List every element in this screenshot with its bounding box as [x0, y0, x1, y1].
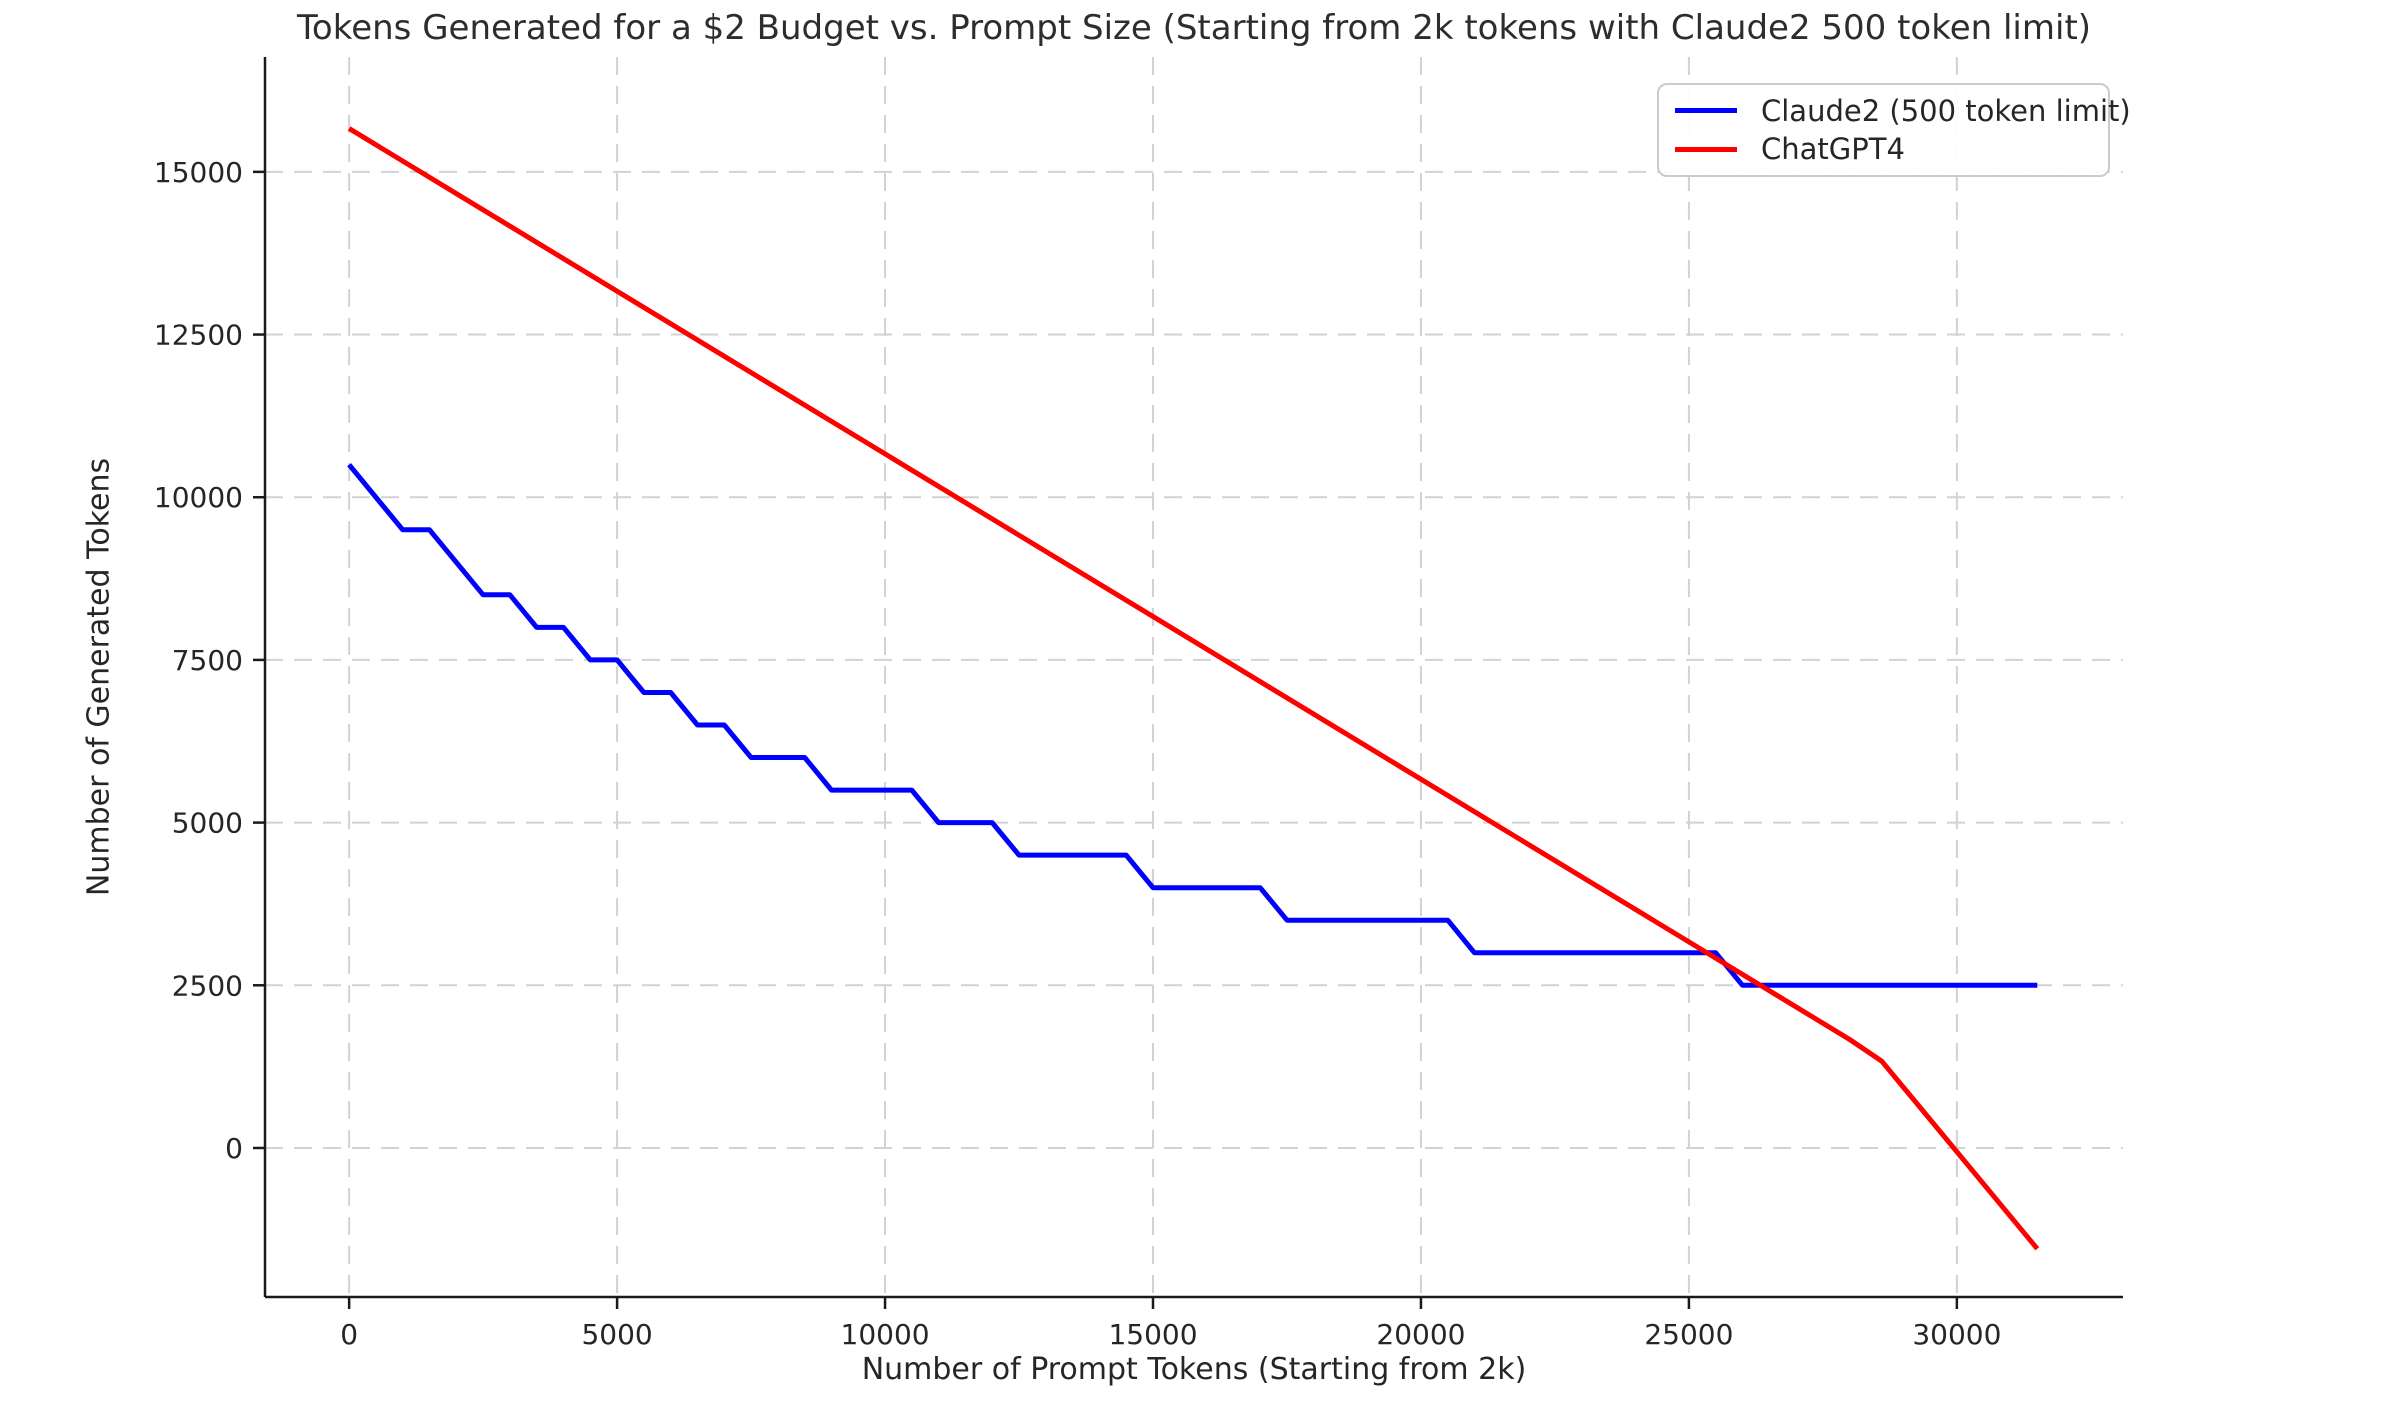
chart-title: Tokens Generated for a $2 Budget vs. Pro…: [296, 8, 2092, 48]
x-tick-label: 30000: [1912, 1318, 2001, 1351]
y-axis-label: Number of Generated Tokens: [81, 457, 117, 897]
legend-label-claude2: Claude2 (500 token limit): [1761, 93, 2131, 128]
series-line-claude2: [347, 463, 2038, 988]
legend-item-claude2: Claude2 (500 token limit): [1675, 94, 2131, 128]
y-tick-label: 10000: [154, 481, 243, 514]
legend-item-chatgpt4: ChatGPT4: [1675, 132, 2092, 166]
legend-swatch-chatgpt4: [1675, 146, 1737, 152]
x-tick-label: 0: [340, 1318, 358, 1351]
y-tick-label: 5000: [172, 807, 243, 840]
y-tick-label: 15000: [154, 156, 243, 189]
legend: Claude2 (500 token limit) ChatGPT4: [1657, 83, 2131, 177]
y-tick-label: 7500: [172, 644, 243, 677]
legend-label-chatgpt4: ChatGPT4: [1761, 132, 1905, 167]
y-tick-label: 12500: [154, 319, 243, 352]
x-tick-label: 25000: [1644, 1318, 1733, 1351]
y-tick-label: 0: [225, 1132, 243, 1165]
x-tick-label: 5000: [581, 1318, 652, 1351]
x-tick-label: 15000: [1108, 1318, 1197, 1351]
series-line-chatgpt4: [347, 126, 2040, 1251]
legend-swatch-claude2: [1675, 108, 1737, 114]
x-tick-label: 20000: [1376, 1318, 1465, 1351]
x-tick-label: 10000: [841, 1318, 930, 1351]
x-axis-label: Number of Prompt Tokens (Starting from 2…: [861, 1352, 1527, 1387]
y-tick-label: 2500: [172, 969, 243, 1002]
